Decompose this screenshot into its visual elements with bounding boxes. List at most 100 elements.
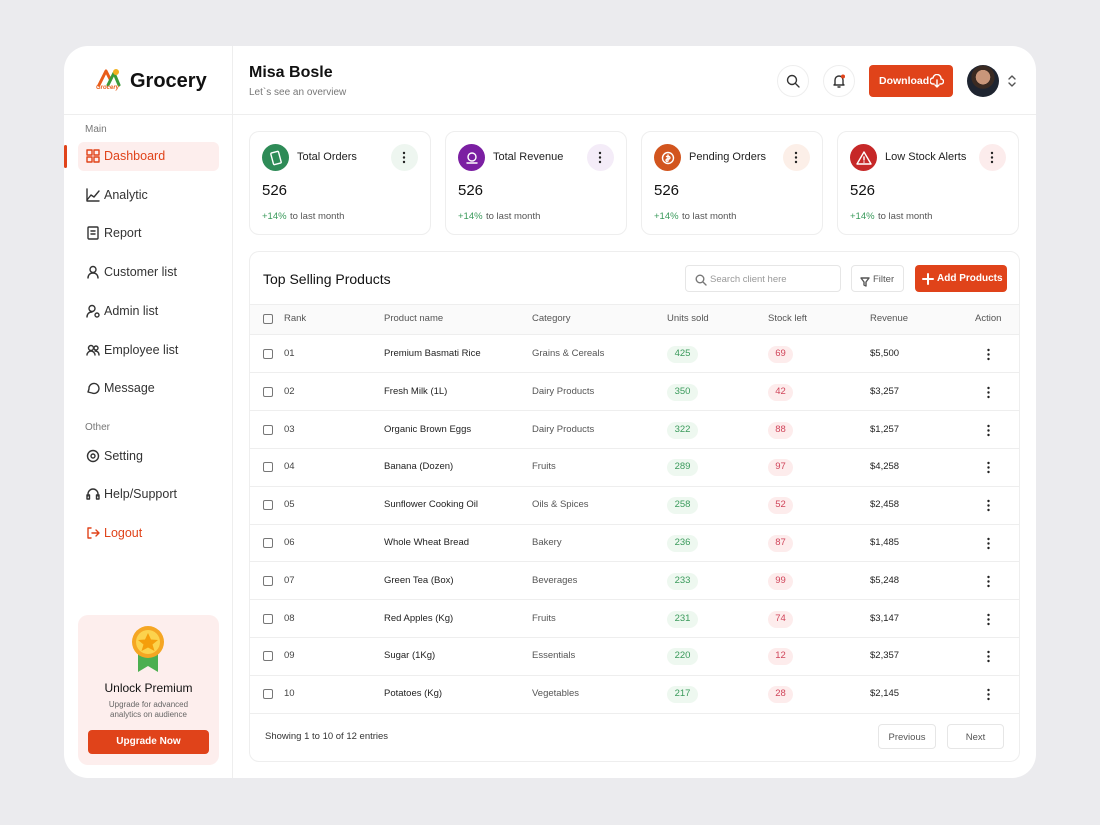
filter-button[interactable] <box>851 265 904 292</box>
category: Beverages <box>532 574 578 586</box>
upgrade-button[interactable]: Upgrade Now <box>88 730 209 754</box>
nav-item[interactable]: Analytic <box>104 188 148 202</box>
checkbox[interactable] <box>263 386 273 397</box>
units-pill <box>667 535 698 552</box>
search-box[interactable] <box>685 265 841 292</box>
nav-item[interactable]: Setting <box>104 449 143 463</box>
stock-pill <box>768 383 793 401</box>
premium-text: Upgrade for advanced analytics on audien… <box>108 700 189 719</box>
checkbox[interactable] <box>263 424 273 435</box>
checkbox[interactable] <box>263 538 273 548</box>
rank: 02 <box>284 385 295 397</box>
row-action[interactable] <box>986 575 991 588</box>
row-action[interactable] <box>986 386 991 399</box>
nav-item[interactable]: Employee list <box>104 343 179 357</box>
next-button[interactable]: Next <box>947 724 1004 749</box>
column-header: Action <box>975 313 1002 324</box>
stat-change: +14% <box>654 211 679 222</box>
revenue: $1,257 <box>870 423 900 435</box>
stat-icon <box>262 144 289 171</box>
row-divider <box>250 523 1019 525</box>
stat-change: +14% <box>850 211 875 222</box>
row-divider <box>250 410 1019 412</box>
nav-item[interactable]: Help/Support <box>104 487 177 501</box>
add-products-button[interactable]: Add Products <box>915 265 1007 292</box>
row-divider <box>250 447 1019 449</box>
nav-item[interactable]: Admin list <box>104 304 159 318</box>
category: Fruits <box>532 461 556 473</box>
checkbox[interactable] <box>263 689 273 700</box>
row-action[interactable] <box>986 424 991 437</box>
row-action[interactable] <box>986 537 991 550</box>
row-action[interactable] <box>986 613 991 626</box>
stat-title: Total Orders <box>297 151 357 163</box>
product-name: Sugar (1Kg) <box>384 650 436 662</box>
header-subtitle: Let`s see an overview <box>249 87 347 98</box>
stock-pill <box>768 686 793 704</box>
column-header: Stock left <box>768 313 808 324</box>
rank: 10 <box>284 688 295 700</box>
row-action[interactable] <box>986 461 991 474</box>
units-sold: 233 <box>674 574 691 586</box>
download-icon <box>929 73 945 88</box>
checkbox[interactable] <box>263 651 273 662</box>
checkbox[interactable] <box>263 314 273 324</box>
revenue: $4,258 <box>870 461 900 473</box>
nav-icon <box>86 265 100 279</box>
product-name: Potatoes (Kg) <box>384 688 443 700</box>
checkbox[interactable] <box>263 613 273 624</box>
stat-icon <box>850 144 877 171</box>
search-button[interactable] <box>777 65 809 97</box>
previous-button[interactable]: Previous <box>878 724 936 749</box>
row-action[interactable] <box>986 348 991 361</box>
stat-menu[interactable] <box>587 144 614 171</box>
nav-item[interactable]: Report <box>104 226 142 240</box>
stat-menu[interactable] <box>783 144 810 171</box>
units-sold: 425 <box>674 348 691 359</box>
checkbox[interactable] <box>263 349 273 359</box>
nav-item[interactable]: Dashboard <box>104 149 166 163</box>
stat-menu[interactable] <box>391 144 418 171</box>
download-label: Download <box>879 75 930 87</box>
row-action[interactable] <box>986 688 991 701</box>
notification-button[interactable] <box>823 65 855 97</box>
category: Dairy Products <box>532 423 595 435</box>
app-window <box>64 46 1036 778</box>
units-pill <box>667 572 698 590</box>
stat-card <box>641 131 823 235</box>
checkbox[interactable] <box>263 500 273 511</box>
revenue: $2,357 <box>870 650 900 662</box>
row-action[interactable] <box>986 499 991 512</box>
row-action[interactable] <box>986 650 991 663</box>
nav-item[interactable]: Logout <box>104 526 143 540</box>
column-header: Units sold <box>667 313 709 324</box>
stat-menu[interactable] <box>979 144 1006 171</box>
units-pill <box>667 421 698 439</box>
rank: 07 <box>284 574 295 586</box>
stat-icon <box>654 144 681 171</box>
premium-title: Unlock Premium <box>104 681 193 695</box>
table-header-bg <box>250 304 1019 335</box>
download-button[interactable]: Download <box>869 65 953 97</box>
table-card <box>249 251 1020 762</box>
add-products-label: Add Products <box>937 273 1003 284</box>
category: Bakery <box>532 537 562 548</box>
product-name: Organic Brown Eggs <box>384 423 472 435</box>
nav-item[interactable]: Customer list <box>104 265 177 279</box>
rank: 01 <box>284 348 295 359</box>
stock-left: 99 <box>775 574 786 586</box>
units-pill <box>667 648 698 666</box>
logo-text: Grocery <box>96 85 120 91</box>
nav-icon <box>86 149 100 163</box>
checkbox[interactable] <box>263 462 273 473</box>
column-header: Category <box>532 313 571 324</box>
header-divider <box>64 114 1036 115</box>
avatar[interactable] <box>967 65 999 97</box>
next-label: Next <box>965 732 986 743</box>
rank: 06 <box>284 537 295 548</box>
checkbox[interactable] <box>263 575 273 586</box>
revenue: $1,485 <box>870 537 900 548</box>
profile-chevron[interactable] <box>1006 73 1018 89</box>
nav-item[interactable]: Message <box>104 381 155 395</box>
